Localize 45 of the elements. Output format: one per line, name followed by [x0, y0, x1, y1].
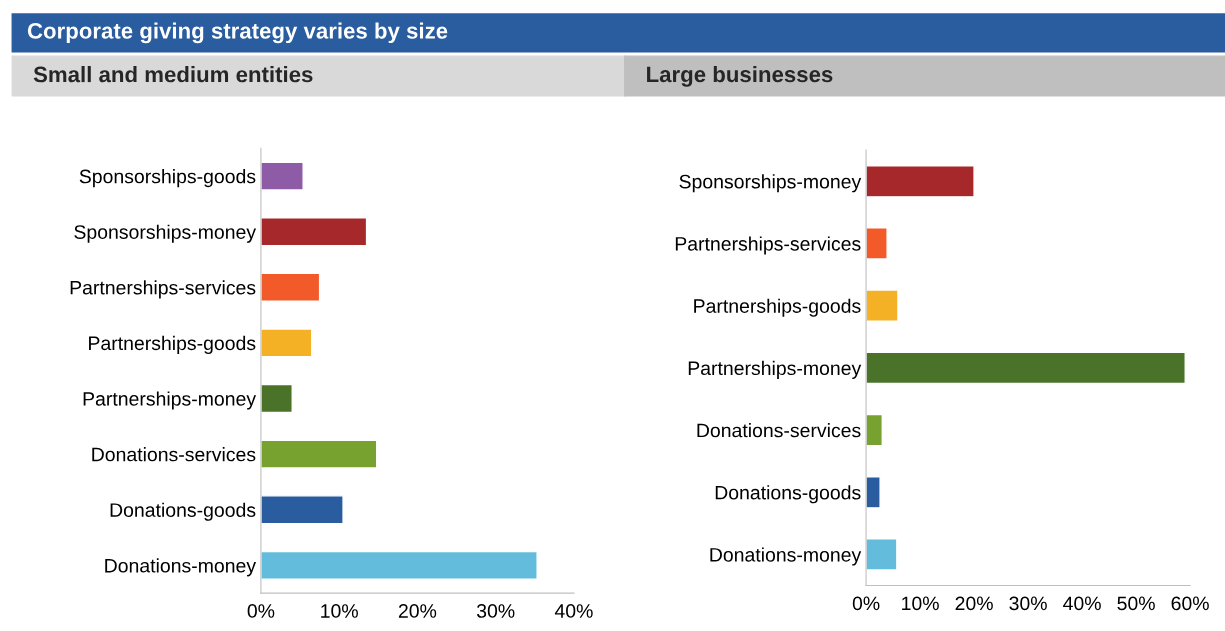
- chart-subtitle: Large businesses: [647, 65, 833, 87]
- y-tick-label: Donations-money: [105, 558, 257, 577]
- y-tick-label: Sponsorships-money: [679, 174, 862, 193]
- x-tick-label: 10%: [902, 596, 939, 611]
- bar: [260, 272, 321, 302]
- bar: [866, 227, 888, 260]
- bar: [260, 383, 293, 414]
- bar: [260, 328, 313, 358]
- y-tick-label: Partnerships-money: [83, 391, 257, 410]
- bar: [866, 476, 881, 509]
- y-tick-label: Donations-goods: [715, 485, 861, 504]
- bar: [866, 351, 1186, 385]
- y-tick-label: Partnerships-services: [675, 236, 861, 255]
- y-tick-label: Partnerships-services: [70, 280, 256, 299]
- x-tick-label: 20%: [398, 604, 437, 618]
- bar: [260, 217, 368, 247]
- x-tick-label: 30%: [476, 604, 515, 618]
- x-tick-label: 40%: [1063, 596, 1101, 611]
- x-tick-label: 0%: [852, 596, 880, 611]
- bar: [260, 550, 538, 580]
- x-tick-label: 40%: [554, 604, 593, 618]
- x-tick-label: 60%: [1171, 596, 1209, 611]
- bar: [866, 165, 975, 198]
- y-tick-label: Partnerships-goods: [694, 298, 861, 317]
- y-tick-label: Partnerships-money: [688, 360, 862, 379]
- y-tick-label: Sponsorships-money: [74, 224, 257, 243]
- bar: [866, 538, 898, 571]
- bar: [866, 413, 883, 447]
- bar: [866, 289, 899, 322]
- y-tick-label: Donations-services: [92, 447, 256, 462]
- y-tick-label: Donations-money: [710, 547, 862, 566]
- bar: [260, 161, 304, 191]
- y-tick-label: Donations-services: [697, 423, 861, 438]
- y-tick-label: Donations-goods: [110, 502, 256, 521]
- x-tick-label: 50%: [1117, 596, 1155, 611]
- bar: [260, 439, 378, 469]
- chart-subtitle: Small and medium entities: [33, 65, 313, 83]
- y-tick-label: Partnerships-goods: [89, 335, 256, 354]
- x-tick-label: 0%: [247, 604, 275, 618]
- bar: [260, 495, 344, 525]
- chart-title: Corporate giving strategy varies by size: [27, 22, 448, 44]
- x-tick-label: 20%: [955, 596, 993, 611]
- x-tick-label: 10%: [321, 604, 358, 618]
- x-tick-label: 30%: [1009, 596, 1047, 611]
- y-tick-label: Sponsorships-goods: [79, 169, 256, 188]
